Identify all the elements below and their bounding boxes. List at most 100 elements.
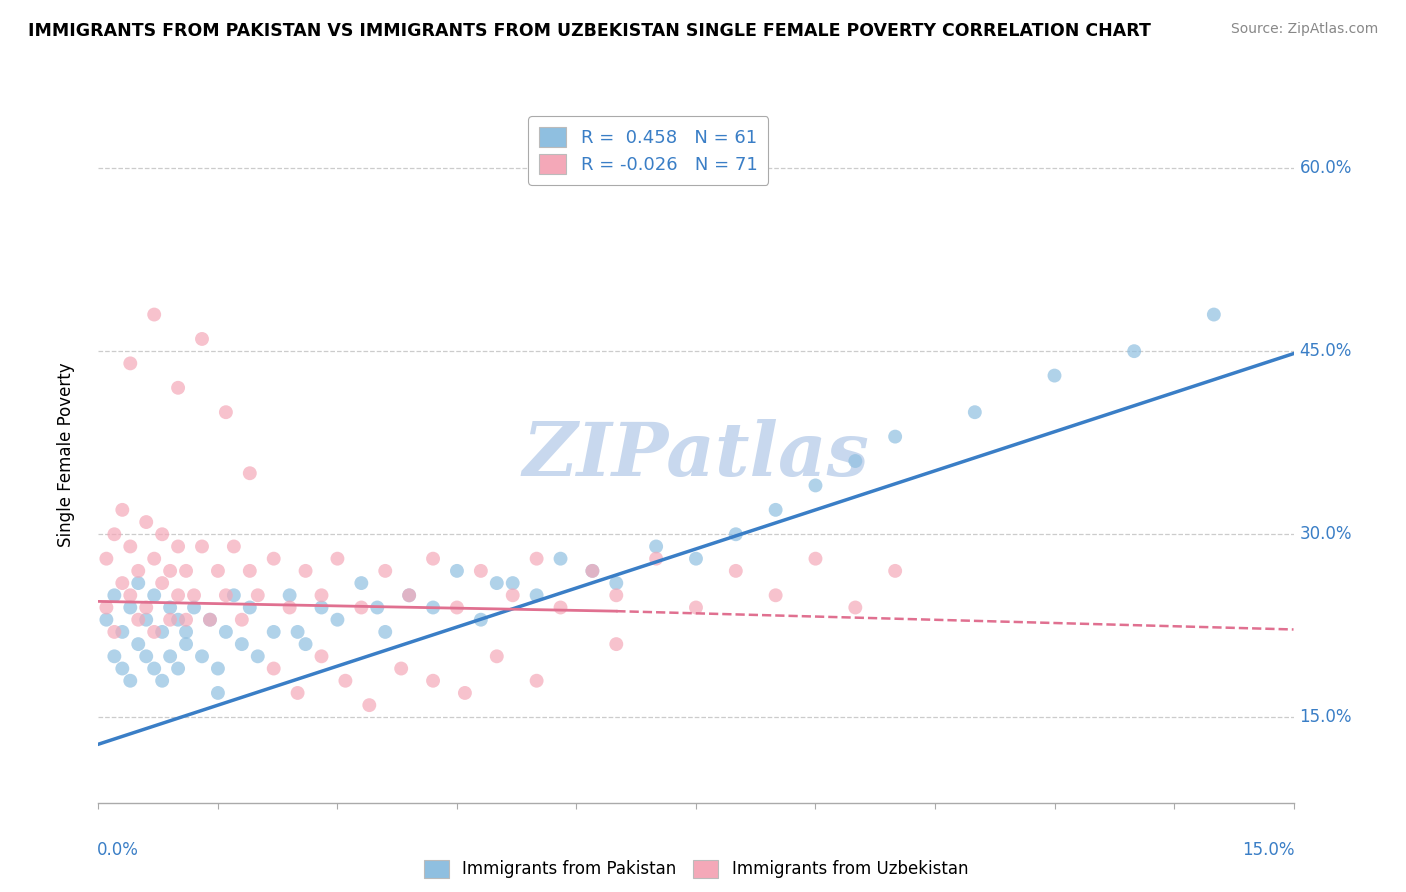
Point xyxy=(470,564,492,578)
Point xyxy=(167,381,190,395)
Point xyxy=(326,613,349,627)
Point xyxy=(359,698,381,713)
Text: IMMIGRANTS FROM PAKISTAN VS IMMIGRANTS FROM UZBEKISTAN SINGLE FEMALE POVERTY COR: IMMIGRANTS FROM PAKISTAN VS IMMIGRANTS F… xyxy=(28,22,1152,40)
Point xyxy=(605,637,627,651)
Point xyxy=(454,686,477,700)
Point xyxy=(207,686,229,700)
Point xyxy=(120,540,142,554)
Point xyxy=(526,551,548,566)
Text: 0.0%: 0.0% xyxy=(97,841,139,859)
Point xyxy=(191,332,214,346)
Point xyxy=(1123,344,1146,359)
Point xyxy=(111,661,134,675)
Point xyxy=(127,576,149,591)
Point xyxy=(963,405,986,419)
Point xyxy=(581,564,603,578)
Point xyxy=(526,673,548,688)
Point xyxy=(550,600,572,615)
Point xyxy=(143,308,166,322)
Point xyxy=(685,600,707,615)
Point xyxy=(605,576,627,591)
Point xyxy=(143,588,166,602)
Point xyxy=(239,467,262,481)
Point xyxy=(198,613,221,627)
Text: ZIPatlas: ZIPatlas xyxy=(523,418,869,491)
Point xyxy=(120,600,142,615)
Point xyxy=(215,624,238,639)
Point xyxy=(287,624,309,639)
Point xyxy=(135,613,157,627)
Text: 60.0%: 60.0% xyxy=(1299,159,1353,178)
Point xyxy=(263,551,285,566)
Point xyxy=(103,527,125,541)
Y-axis label: Single Female Poverty: Single Female Poverty xyxy=(56,363,75,547)
Point xyxy=(398,588,420,602)
Point xyxy=(120,588,142,602)
Point xyxy=(231,637,253,651)
Point xyxy=(103,649,125,664)
Point xyxy=(884,564,907,578)
Point xyxy=(127,637,149,651)
Point xyxy=(844,600,866,615)
Point xyxy=(485,649,508,664)
Point xyxy=(135,600,157,615)
Text: 15.0%: 15.0% xyxy=(1243,841,1295,859)
Point xyxy=(645,551,668,566)
Point xyxy=(174,613,197,627)
Point xyxy=(191,649,214,664)
Point xyxy=(150,673,173,688)
Point xyxy=(167,540,190,554)
Point xyxy=(263,661,285,675)
Point xyxy=(159,613,181,627)
Point xyxy=(127,564,149,578)
Text: 45.0%: 45.0% xyxy=(1299,343,1353,360)
Point xyxy=(96,600,118,615)
Point xyxy=(685,551,707,566)
Point xyxy=(724,527,747,541)
Point xyxy=(96,613,118,627)
Point xyxy=(311,649,333,664)
Point xyxy=(143,624,166,639)
Point xyxy=(374,564,396,578)
Point xyxy=(127,613,149,627)
Point xyxy=(150,527,173,541)
Point xyxy=(326,551,349,566)
Point xyxy=(374,624,396,639)
Point xyxy=(246,588,269,602)
Point xyxy=(263,624,285,639)
Point xyxy=(150,624,173,639)
Point xyxy=(103,588,125,602)
Point xyxy=(350,600,373,615)
Point xyxy=(502,588,524,602)
Point xyxy=(884,429,907,443)
Point xyxy=(159,564,181,578)
Point xyxy=(335,673,357,688)
Point xyxy=(724,564,747,578)
Point xyxy=(804,551,827,566)
Point xyxy=(1043,368,1066,383)
Point xyxy=(167,588,190,602)
Point xyxy=(804,478,827,492)
Point xyxy=(645,540,668,554)
Point xyxy=(111,576,134,591)
Point xyxy=(120,356,142,370)
Point xyxy=(215,405,238,419)
Point xyxy=(159,600,181,615)
Text: 30.0%: 30.0% xyxy=(1299,525,1353,543)
Point xyxy=(174,637,197,651)
Point xyxy=(581,564,603,578)
Point xyxy=(103,624,125,639)
Point xyxy=(278,588,301,602)
Point xyxy=(278,600,301,615)
Point xyxy=(167,661,190,675)
Point xyxy=(143,551,166,566)
Point xyxy=(183,588,205,602)
Point xyxy=(239,600,262,615)
Point xyxy=(605,588,627,602)
Point xyxy=(239,564,262,578)
Point xyxy=(159,649,181,664)
Point xyxy=(422,600,444,615)
Point xyxy=(231,613,253,627)
Point xyxy=(550,551,572,566)
Point xyxy=(311,600,333,615)
